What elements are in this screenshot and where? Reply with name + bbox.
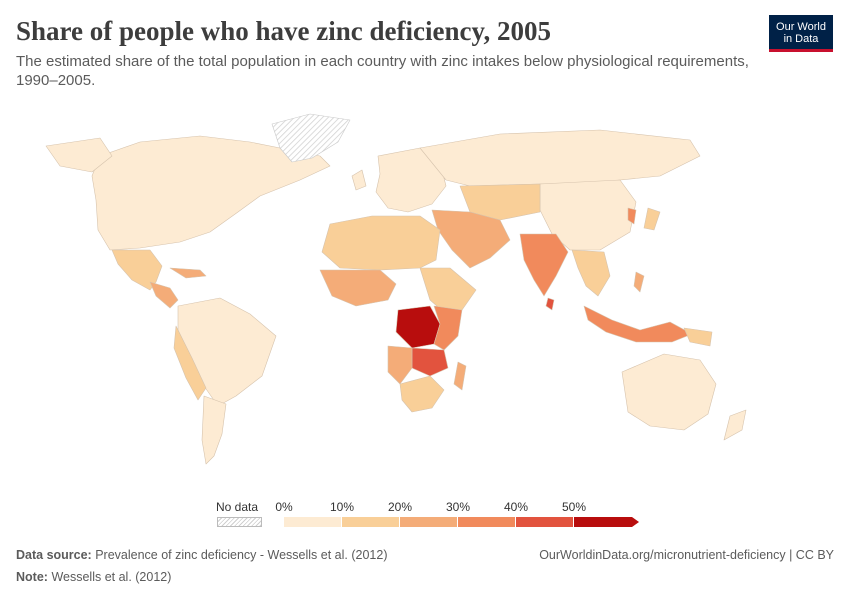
legend-tick-label: 40%	[503, 500, 529, 514]
region-alaska[interactable]	[45, 137, 113, 173]
region-caribbean[interactable]	[169, 267, 207, 279]
region-sri-lanka[interactable]	[545, 297, 555, 311]
legend-open-end-arrow	[632, 517, 639, 527]
region-indonesia[interactable]	[583, 305, 693, 343]
legend-tick-label: 10%	[329, 500, 355, 514]
region-new-guinea[interactable]	[683, 327, 713, 347]
legend: No data 0% 10% 20% 30% 40% 50%	[214, 498, 654, 534]
legend-bin[interactable]	[400, 517, 457, 527]
region-middle-east[interactable]	[431, 209, 511, 269]
region-andes[interactable]	[173, 325, 207, 401]
source-url-link[interactable]: OurWorldinData.org/micronutrient-deficie…	[539, 548, 834, 562]
region-greenland[interactable]	[271, 113, 351, 163]
region-west-africa[interactable]	[319, 269, 397, 307]
note: Note: Wessells et al. (2012)	[16, 570, 171, 584]
data-source: Data source: Prevalence of zinc deficien…	[16, 548, 387, 562]
region-australia[interactable]	[621, 353, 717, 431]
data-source-link[interactable]: Prevalence of zinc deficiency - Wessells…	[95, 548, 388, 562]
legend-tick-label: 30%	[445, 500, 471, 514]
region-central-asia[interactable]	[459, 183, 541, 221]
region-north-africa[interactable]	[321, 215, 441, 271]
region-philippines[interactable]	[633, 271, 645, 293]
region-southern-cone[interactable]	[201, 395, 227, 465]
region-korea[interactable]	[627, 207, 637, 225]
world-map	[45, 113, 747, 465]
legend-tick-label: 0%	[275, 500, 293, 514]
note-label: Note:	[16, 570, 48, 584]
legend-tick-label: 50%	[561, 500, 587, 514]
region-russia[interactable]	[419, 129, 701, 187]
chart-subtitle: The estimated share of the total populat…	[16, 53, 749, 89]
region-central-africa-drc[interactable]	[395, 305, 441, 349]
region-madagascar[interactable]	[453, 361, 467, 391]
region-angola[interactable]	[387, 345, 413, 385]
logo-line-2: in Data	[783, 33, 819, 45]
note-text: Wessells et al. (2012)	[51, 570, 172, 584]
region-india[interactable]	[519, 233, 569, 297]
legend-bin[interactable]	[516, 517, 573, 527]
chart-title: Share of people who have zinc deficiency…	[16, 16, 551, 46]
data-source-label: Data source:	[16, 548, 92, 562]
region-china-mongolia[interactable]	[539, 179, 637, 251]
legend-no-data-swatch[interactable]	[217, 517, 262, 527]
region-zambia-malawi[interactable]	[411, 347, 449, 377]
region-uk[interactable]	[351, 169, 367, 191]
legend-tick-label: 20%	[387, 500, 413, 514]
legend-bin[interactable]	[342, 517, 399, 527]
region-north-america[interactable]	[91, 135, 331, 251]
legend-bin[interactable]	[284, 517, 341, 527]
region-southeast-asia[interactable]	[571, 249, 611, 297]
logo-line-1: Our World	[776, 21, 826, 33]
legend-bin[interactable]	[458, 517, 515, 527]
legend-bin[interactable]	[574, 517, 632, 527]
region-new-zealand[interactable]	[723, 409, 747, 441]
owid-logo[interactable]: Our World in Data	[769, 15, 833, 52]
region-japan[interactable]	[643, 207, 661, 231]
region-central-america[interactable]	[149, 281, 179, 309]
region-southern-africa[interactable]	[399, 375, 445, 413]
legend-no-data-label: No data	[216, 500, 259, 514]
